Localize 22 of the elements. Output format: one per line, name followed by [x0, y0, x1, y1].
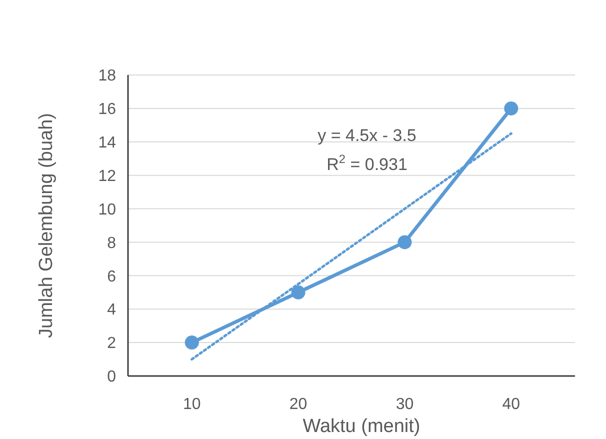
y-tick-label: 0	[107, 368, 116, 386]
point	[504, 101, 518, 116]
y-tick-label: 2	[107, 335, 116, 352]
y-axis-title: Jumlah Gelembung (buah)	[36, 113, 57, 338]
x-tick-label: 10	[182, 396, 201, 413]
point	[291, 285, 306, 300]
y-tick-label: 16	[98, 101, 116, 118]
y-tick-label: 14	[98, 134, 116, 152]
y-tick-label: 4	[107, 302, 116, 319]
y-tick-label: 8	[107, 234, 116, 252]
y-tick-label: 10	[98, 201, 116, 218]
y-tick-label: 12	[98, 168, 116, 185]
x-axis-title: Waktu (menit)	[302, 416, 420, 437]
annotation: y = 4.5x - 3.5	[318, 126, 416, 145]
x-tick-label: 20	[289, 396, 308, 413]
point	[398, 235, 412, 250]
point	[184, 336, 199, 350]
y-tick-label: 6	[107, 268, 116, 286]
y-tick-label: 18	[98, 68, 116, 85]
annotation: R$^{2}$ = 0.931	[326, 152, 408, 174]
x-tick-label: 40	[502, 396, 520, 413]
x-tick-label: 30	[396, 396, 414, 413]
